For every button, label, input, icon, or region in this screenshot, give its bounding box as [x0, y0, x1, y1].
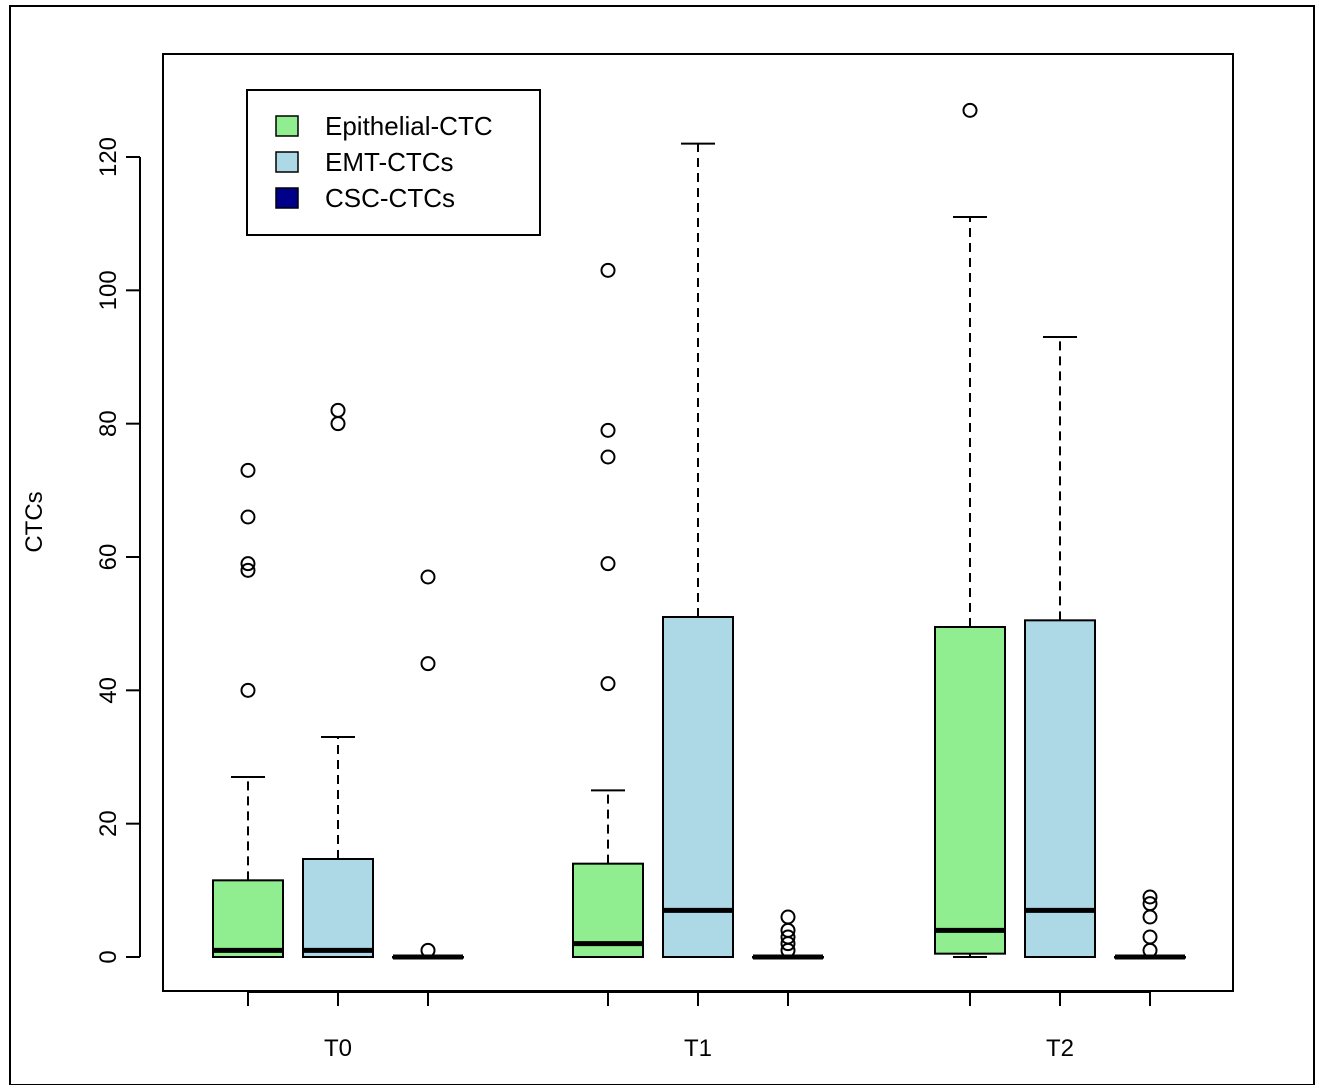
outlier-point	[600, 676, 616, 692]
outlier-point	[420, 569, 436, 585]
box-iqr	[302, 858, 374, 958]
legend: Epithelial-CTC EMT-CTCs CSC-CTCs	[246, 89, 541, 236]
x-axis: T0 T1 T2	[247, 991, 1151, 1062]
outlier-point	[240, 462, 256, 478]
legend-label: Epithelial-CTC	[325, 111, 493, 141]
x-tick-label: T1	[684, 1035, 712, 1062]
y-tick-label: 80	[95, 410, 122, 437]
box-csc-ctcs-t0	[392, 569, 464, 960]
box-csc-ctcs-t2	[1114, 889, 1186, 960]
x-tick-label: T0	[324, 1035, 352, 1062]
outlier-point	[600, 556, 616, 572]
outlier-point	[240, 682, 256, 698]
outlier-point	[1142, 929, 1158, 945]
outlier-point	[240, 562, 256, 578]
box-iqr	[212, 879, 284, 958]
outlier-point	[1142, 896, 1158, 912]
outlier-point	[780, 929, 796, 945]
outlier-point	[330, 402, 346, 418]
outlier-point	[240, 509, 256, 525]
outlier-point	[962, 102, 978, 118]
box-epithelial-ctc-t0	[212, 462, 284, 958]
y-tick-label: 60	[95, 544, 122, 571]
box-emt-ctcs-t0	[302, 402, 374, 958]
y-axis: 0 20 40 60 80 100 120	[95, 137, 141, 964]
box-csc-ctcs-t1	[752, 909, 824, 960]
y-tick-label: 120	[95, 137, 122, 177]
outlier-point	[600, 449, 616, 465]
box-series-group	[212, 102, 1186, 960]
legend-swatch	[275, 187, 299, 209]
outlier-point	[1142, 889, 1158, 905]
y-tick-label: 100	[95, 270, 122, 310]
y-tick-label: 20	[95, 810, 122, 837]
box-epithelial-ctc-t1	[572, 262, 644, 959]
outlier-point	[420, 656, 436, 672]
legend-label: EMT-CTCs	[325, 147, 454, 177]
box-epithelial-ctc-t2	[934, 102, 1006, 958]
outlier-point	[240, 556, 256, 572]
x-tick-label: T2	[1046, 1035, 1074, 1062]
box-iqr	[662, 616, 734, 958]
box-emt-ctcs-t1	[662, 142, 734, 958]
legend-swatch	[275, 115, 299, 137]
outlier-point	[780, 909, 796, 925]
box-emt-ctcs-t2	[1024, 336, 1096, 958]
outlier-point	[600, 262, 616, 278]
box-iqr	[934, 626, 1006, 955]
box-iqr	[1024, 619, 1096, 958]
legend-label: CSC-CTCs	[325, 183, 455, 213]
y-axis-label: CTCs	[21, 491, 48, 552]
outlier-point	[420, 942, 436, 958]
y-tick-label: 0	[95, 950, 122, 963]
y-tick-label: 40	[95, 677, 122, 704]
outlier-point	[600, 422, 616, 438]
legend-swatch	[275, 151, 299, 173]
